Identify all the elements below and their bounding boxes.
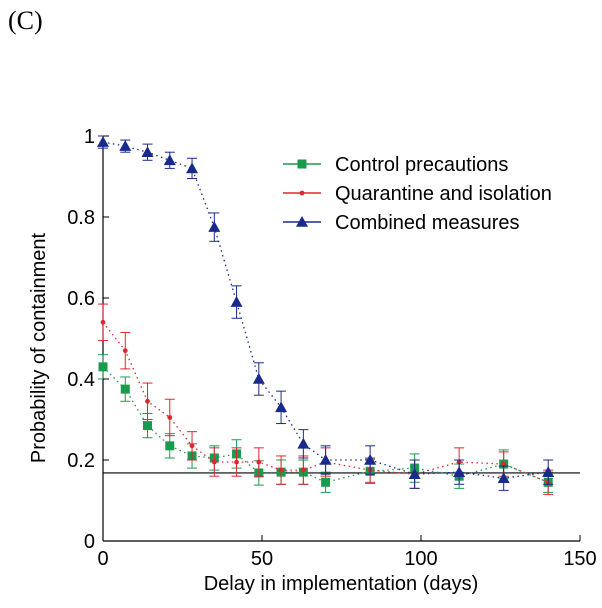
triangle-marker [453, 466, 466, 477]
triangle-marker [186, 162, 199, 174]
y-tick-label: 0.2 [67, 450, 95, 472]
dot-marker [189, 443, 195, 449]
triangle-marker [208, 221, 221, 232]
triangle-marker [230, 296, 243, 307]
triangle-marker [163, 154, 176, 166]
dot-marker [278, 467, 284, 473]
y-tick-label: 0 [84, 531, 95, 553]
series-combined [97, 135, 555, 491]
dot-marker [299, 190, 305, 196]
x-axis-label: Delay in implementation (days) [204, 573, 479, 595]
legend-item-combined: Combined measures [283, 212, 520, 234]
dot-marker [100, 319, 106, 325]
legend-label: Combined measures [335, 212, 520, 234]
triangle-marker [119, 140, 132, 151]
legend-item-quarantine: Quarantine and isolation [283, 183, 552, 205]
triangle-marker [297, 437, 310, 449]
square-marker [297, 159, 307, 169]
x-tick-label: 100 [404, 548, 437, 570]
dot-marker [167, 415, 173, 420]
triangle-marker [542, 466, 555, 477]
series-line [102, 366, 549, 483]
x-tick-label: 0 [97, 548, 108, 570]
square-marker [143, 421, 153, 431]
y-tick-label: 0.8 [67, 207, 95, 229]
triangle-marker [319, 454, 332, 465]
legend-label: Control precautions [335, 154, 508, 176]
square-marker [321, 477, 331, 487]
triangle-marker [97, 136, 109, 147]
x-tick-label: 150 [563, 548, 596, 570]
legend: Control precautions Quarantine and isolat… [283, 154, 552, 234]
x-tick-label: 50 [251, 548, 273, 570]
triangle-marker [408, 468, 421, 479]
y-axis-label: Probability of containment [28, 233, 50, 464]
legend-item-control: Control precautions [283, 154, 508, 176]
dot-marker [234, 459, 239, 465]
triangle-marker [275, 401, 288, 413]
square-marker [120, 384, 130, 394]
dot-marker [145, 398, 150, 404]
triangle-marker [141, 146, 154, 157]
legend-label: Quarantine and isolation [335, 183, 552, 205]
dot-marker [122, 348, 128, 354]
y-tick-label: 0.4 [67, 369, 95, 391]
dot-marker [256, 459, 262, 465]
y-tick-label: 0.6 [67, 288, 95, 310]
square-marker [165, 441, 175, 451]
triangle-marker [252, 373, 265, 384]
dot-marker [300, 467, 306, 473]
triangle-marker [364, 454, 377, 465]
triangle-marker [497, 472, 510, 484]
dot-marker [501, 461, 507, 467]
series-layer [97, 135, 555, 495]
dot-marker [211, 459, 217, 465]
ticks-layer: 0 50 100 150 0 0.2 0.4 0.6 0.8 1 [67, 126, 597, 570]
triangle-marker [296, 216, 308, 227]
series-line [102, 321, 549, 483]
square-marker [98, 362, 108, 372]
y-tick-label: 1 [84, 126, 95, 148]
panel-label: (C) [8, 6, 43, 35]
